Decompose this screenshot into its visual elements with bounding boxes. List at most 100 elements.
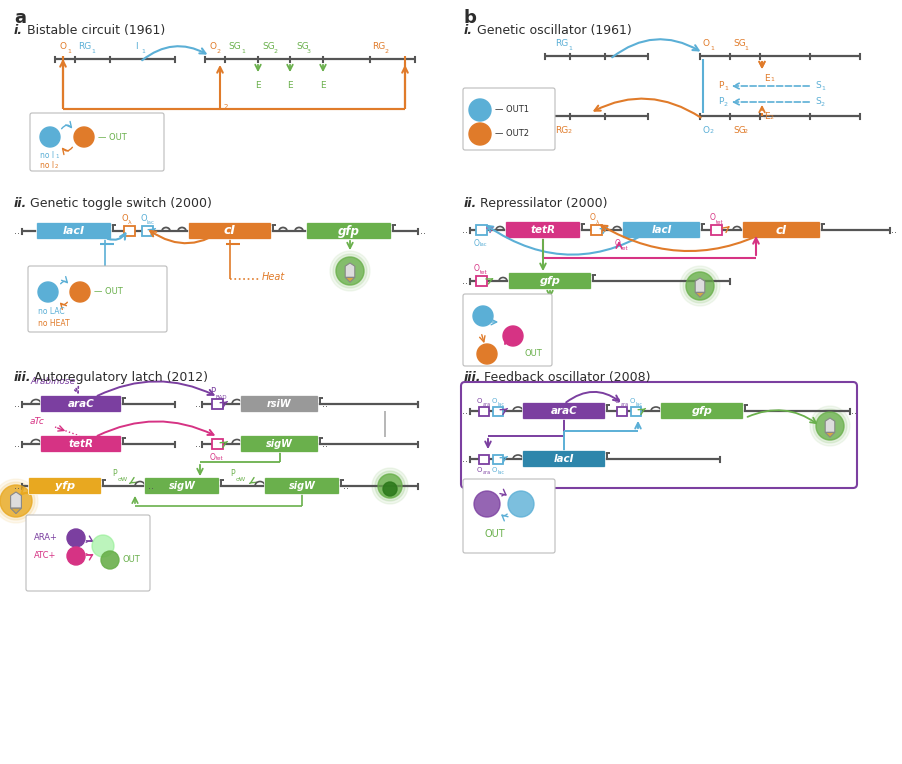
Text: tetR: tetR	[529, 225, 555, 235]
Text: E: E	[287, 81, 292, 90]
FancyBboxPatch shape	[28, 266, 167, 332]
Circle shape	[67, 547, 85, 565]
Bar	[492, 406, 502, 416]
Text: — OUT: — OUT	[98, 132, 126, 141]
Text: O: O	[630, 398, 635, 404]
Circle shape	[372, 468, 408, 504]
Text: σW: σW	[118, 477, 128, 482]
FancyBboxPatch shape	[741, 222, 820, 238]
Circle shape	[0, 485, 32, 517]
Text: O: O	[474, 239, 479, 248]
Bar	[476, 276, 487, 286]
Text: Genetic toggle switch (2000): Genetic toggle switch (2000)	[30, 197, 212, 210]
FancyBboxPatch shape	[36, 222, 111, 239]
Text: 3: 3	[307, 49, 310, 54]
Text: aTc: aTc	[30, 417, 45, 426]
Text: 1: 1	[820, 86, 824, 92]
Text: araC: araC	[550, 406, 576, 416]
FancyBboxPatch shape	[29, 478, 101, 494]
Text: 1: 1	[709, 46, 713, 51]
Text: ..: ..	[14, 439, 20, 449]
Text: 2: 2	[216, 49, 221, 54]
Bar	[212, 399, 224, 409]
Polygon shape	[695, 278, 704, 293]
FancyBboxPatch shape	[26, 515, 150, 591]
Text: 1: 1	[241, 49, 244, 54]
Polygon shape	[824, 432, 833, 437]
FancyBboxPatch shape	[621, 222, 700, 238]
Text: ARA+: ARA+	[34, 533, 58, 542]
Text: OUT: OUT	[484, 529, 505, 539]
Text: OUT: OUT	[524, 349, 542, 358]
Circle shape	[0, 482, 35, 520]
FancyBboxPatch shape	[505, 222, 580, 238]
FancyBboxPatch shape	[306, 222, 391, 239]
Text: E: E	[763, 74, 769, 83]
Text: tet: tet	[480, 270, 487, 276]
Circle shape	[679, 266, 719, 306]
Text: tet: tet	[621, 245, 628, 251]
Text: O: O	[589, 213, 595, 222]
Text: ..: ..	[462, 225, 467, 235]
Bar	[591, 225, 602, 235]
Circle shape	[329, 251, 370, 291]
Circle shape	[336, 257, 364, 285]
Bar	[143, 226, 153, 236]
Text: SG: SG	[227, 42, 241, 51]
Text: Repressilator (2000): Repressilator (2000)	[480, 197, 607, 210]
Text: O: O	[492, 398, 497, 404]
FancyBboxPatch shape	[522, 451, 605, 468]
Circle shape	[92, 535, 114, 557]
Text: yfp: yfp	[55, 481, 75, 491]
Text: no I: no I	[40, 151, 54, 160]
FancyBboxPatch shape	[522, 403, 605, 419]
Text: SG: SG	[732, 126, 745, 135]
Bar	[476, 225, 487, 235]
Text: no I: no I	[40, 160, 54, 170]
Text: tet: tet	[216, 455, 224, 461]
Text: Arabinose: Arabinose	[30, 377, 75, 386]
Circle shape	[682, 269, 716, 303]
Text: λ: λ	[128, 221, 132, 225]
Text: b: b	[464, 9, 476, 27]
Text: P: P	[230, 469, 235, 478]
Text: 1: 1	[723, 86, 727, 92]
FancyBboxPatch shape	[240, 396, 318, 413]
Polygon shape	[11, 508, 22, 513]
Circle shape	[374, 471, 405, 501]
Text: O: O	[141, 214, 147, 223]
Circle shape	[809, 406, 849, 446]
Text: lac: lac	[635, 402, 642, 407]
FancyBboxPatch shape	[41, 396, 122, 413]
Text: 1: 1	[91, 49, 95, 54]
Text: SG: SG	[732, 39, 745, 48]
Text: 2: 2	[709, 129, 713, 134]
Text: OUT: OUT	[123, 555, 141, 565]
Text: RG: RG	[555, 126, 567, 135]
Text: 2: 2	[55, 164, 59, 170]
Bar	[492, 455, 502, 464]
Circle shape	[686, 272, 713, 300]
Text: Feedback oscillator (2008): Feedback oscillator (2008)	[483, 371, 649, 384]
Text: ..: ..	[462, 276, 467, 286]
Text: araC: araC	[68, 399, 95, 409]
Text: I: I	[217, 101, 221, 111]
Text: O: O	[210, 453, 216, 462]
Text: — OUT2: — OUT2	[494, 130, 529, 138]
Text: ..: ..	[890, 225, 896, 235]
FancyBboxPatch shape	[463, 294, 551, 366]
Text: λ: λ	[595, 219, 599, 225]
Polygon shape	[345, 277, 354, 282]
Circle shape	[468, 123, 491, 145]
Circle shape	[0, 485, 32, 517]
Text: ..: ..	[462, 406, 467, 416]
Polygon shape	[824, 418, 833, 432]
Circle shape	[74, 127, 94, 147]
Text: O: O	[614, 239, 621, 248]
Text: a: a	[14, 9, 26, 27]
Text: σW: σW	[235, 477, 246, 482]
Text: ..: ..	[14, 481, 20, 491]
FancyBboxPatch shape	[463, 479, 555, 553]
Text: Bistable circuit (1961): Bistable circuit (1961)	[27, 24, 165, 37]
Text: SG: SG	[296, 42, 308, 51]
